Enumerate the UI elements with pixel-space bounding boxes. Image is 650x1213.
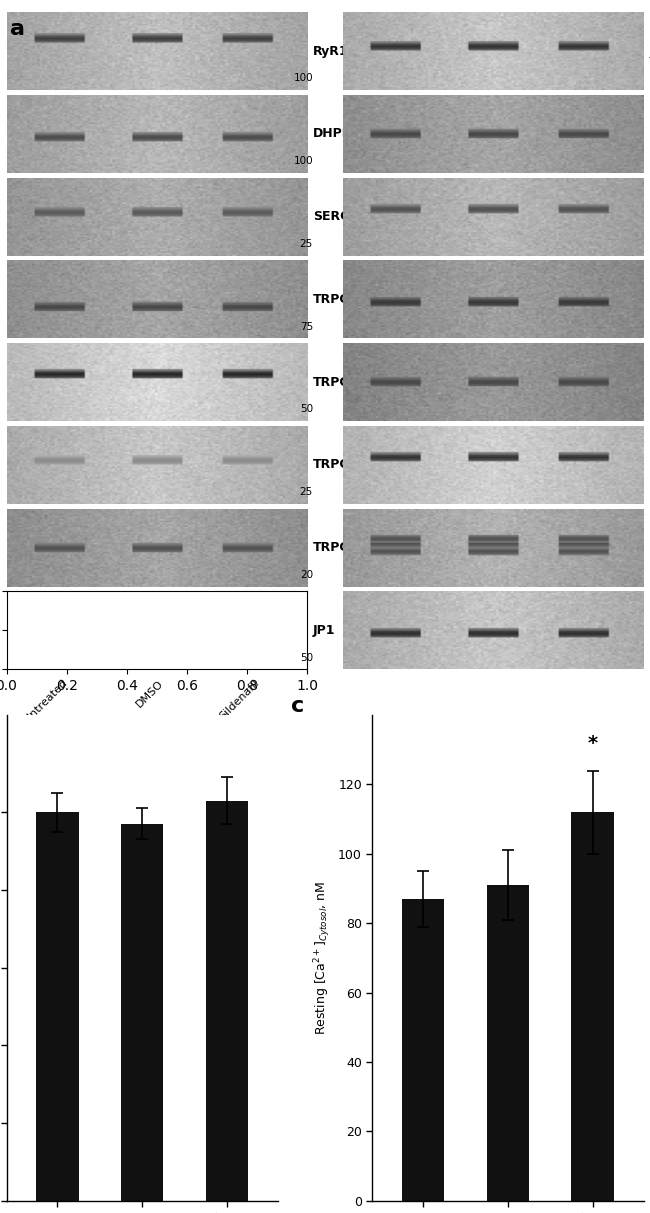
Text: JP1: JP1 — [313, 623, 335, 637]
Text: SERCA1a: SERCA1a — [313, 210, 376, 223]
Text: 25: 25 — [300, 488, 313, 497]
Text: 100: 100 — [293, 74, 313, 84]
Text: TRPC4: TRPC4 — [313, 459, 358, 472]
Bar — [571, 813, 614, 1201]
Text: 75: 75 — [300, 321, 313, 331]
Text: TRPC3: TRPC3 — [313, 376, 358, 388]
Text: c: c — [291, 695, 304, 716]
Bar — [205, 801, 248, 1201]
Bar — [36, 813, 79, 1201]
Text: 20: 20 — [300, 570, 313, 580]
Text: RyR1: RyR1 — [313, 45, 348, 58]
Text: *: * — [588, 734, 598, 753]
Text: Sildenafil: Sildenafil — [554, 512, 598, 556]
Text: Untreated: Untreated — [359, 512, 406, 559]
Text: Sildenafil: Sildenafil — [218, 678, 261, 722]
Text: 100: 100 — [293, 156, 313, 166]
Bar — [487, 885, 529, 1201]
Text: DMSO: DMSO — [471, 512, 502, 543]
Text: DMSO: DMSO — [134, 678, 165, 710]
Text: DHPR: DHPR — [313, 127, 352, 141]
Bar — [121, 824, 163, 1201]
Text: TRPC1: TRPC1 — [313, 292, 358, 306]
Text: 50: 50 — [300, 653, 313, 662]
Text: TRPC6: TRPC6 — [313, 541, 358, 554]
Text: Untreated: Untreated — [22, 678, 69, 724]
Bar — [402, 899, 445, 1201]
Y-axis label: Resting [Ca$^{2+}$]$_{Cytosol}$, nM: Resting [Ca$^{2+}$]$_{Cytosol}$, nM — [312, 881, 333, 1035]
Text: a: a — [10, 18, 25, 39]
Text: 25: 25 — [300, 239, 313, 249]
Text: 50: 50 — [300, 404, 313, 415]
